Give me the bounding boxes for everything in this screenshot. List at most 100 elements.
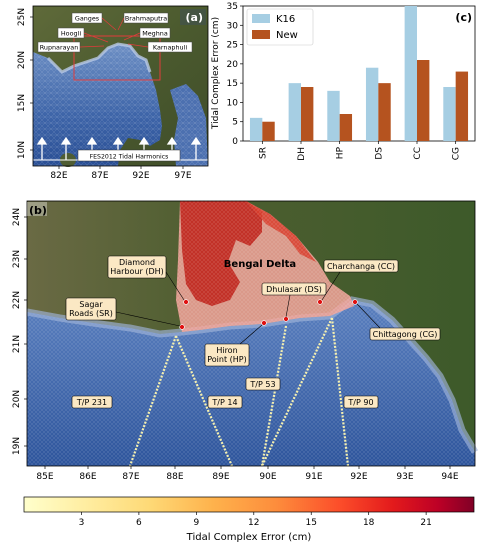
panel-b-y-axis: 24N 23N 22N 21N 20N 19N bbox=[12, 208, 27, 455]
x-tick-label-85e: 85E bbox=[36, 472, 53, 482]
panel-a-label: (a) bbox=[186, 11, 203, 24]
x-tick-label-dh: DH bbox=[297, 147, 307, 161]
x-tick-label-hp: HP bbox=[336, 146, 346, 159]
track-label-53: T/P 53 bbox=[249, 380, 275, 389]
bar-k16-cc bbox=[404, 6, 417, 141]
zoom-region-box bbox=[73, 35, 161, 81]
station-label-ds: Dhulasar (DS) bbox=[266, 285, 322, 294]
river-label-rupnarayan: Rupnarayan bbox=[40, 44, 79, 52]
panel-a-xtick-92e: 92E bbox=[132, 171, 149, 181]
colorbar-tick-label: 18 bbox=[363, 518, 375, 528]
panel-a-xtick-87e: 87E bbox=[91, 171, 108, 181]
x-tick-label-94e: 94E bbox=[441, 472, 458, 482]
bar-new-dh bbox=[301, 87, 314, 141]
station-labels: Diamond Harbour (DH) Sagar Roads (SR) Hiro… bbox=[65, 255, 441, 367]
panel-b: Bengal Delta Diamond Harbour (DH) Sagar Ro… bbox=[12, 200, 479, 482]
track-label-231: T/P 231 bbox=[76, 398, 107, 407]
station-label-dh: Diamond Harbour (DH) bbox=[110, 258, 164, 276]
colorbar-tick-label: 6 bbox=[136, 518, 142, 528]
y-tick-label-23n: 23N bbox=[12, 250, 22, 268]
colorbar-tick-label: 21 bbox=[420, 518, 431, 528]
river-label-brahmaputra: Brahmaputra bbox=[125, 15, 167, 23]
panel-c-x-axis: SR DH HP DS CC CG bbox=[258, 141, 462, 161]
river-label-hoogli: Hoogli bbox=[61, 30, 81, 38]
panel-a-ytick-10n: 10N bbox=[17, 141, 27, 159]
colorbar-gradient bbox=[23, 496, 475, 513]
station-label-sr: Sagar Roads (SR) bbox=[69, 300, 113, 318]
station-label-hp: Hiron Point (HP) bbox=[207, 346, 247, 364]
x-tick-label-91e: 91E bbox=[305, 472, 322, 482]
legend-swatch-new bbox=[252, 30, 270, 39]
bar-k16-ds bbox=[365, 67, 379, 141]
bar-new-ds bbox=[378, 83, 391, 141]
panel-a-ytick-25n: 25N bbox=[17, 8, 27, 26]
bar-k16-hp bbox=[327, 90, 340, 141]
bar-new-hp bbox=[339, 114, 353, 141]
bengal-delta-label: Bengal Delta bbox=[224, 259, 296, 270]
y-tick-label-19n: 19N bbox=[12, 437, 22, 455]
panel-c-bar-chart: 0 5 10 15 20 25 30 35 SR DH HP DS CC CG Tidal Comple… bbox=[211, 2, 476, 161]
y-tick-label: 30 bbox=[227, 21, 239, 31]
y-tick-label: 10 bbox=[227, 98, 239, 108]
panel-c-legend: K16 New bbox=[246, 8, 314, 46]
colorbar-ticks: 3 6 9 12 15 18 21 bbox=[79, 512, 432, 528]
colorbar: 3 6 9 12 15 18 21 Tidal Complex Error (cm) bbox=[23, 496, 475, 543]
x-tick-label-sr: SR bbox=[258, 147, 268, 159]
station-label-cc: Charchanga (CC) bbox=[327, 262, 395, 271]
x-tick-label-87e: 87E bbox=[122, 472, 139, 482]
legend-swatch-k16 bbox=[252, 14, 270, 23]
panel-a-ytick-20n: 20N bbox=[17, 51, 27, 69]
bar-k16-dh bbox=[288, 83, 301, 141]
panel-a-xtick-97e: 97E bbox=[174, 171, 191, 181]
fes-boundary-label: FES2012 Tidal Harmonics bbox=[90, 154, 169, 161]
y-tick-label: 0 bbox=[232, 137, 238, 147]
bar-new-cc bbox=[417, 60, 430, 141]
panel-c-y-axis: 0 5 10 15 20 25 30 35 bbox=[227, 2, 243, 147]
track-label-90: T/P 90 bbox=[347, 398, 373, 407]
bar-k16-sr bbox=[249, 117, 263, 141]
legend-label-new: New bbox=[276, 30, 298, 41]
y-tick-label-24n: 24N bbox=[12, 208, 22, 226]
y-tick-label: 20 bbox=[227, 60, 239, 70]
panel-a-xtick-82e: 82E bbox=[50, 171, 67, 181]
panel-c-bars bbox=[249, 6, 469, 141]
station-label-cg: Chittagong (CG) bbox=[373, 330, 438, 339]
colorbar-tick-label: 3 bbox=[79, 518, 85, 528]
x-tick-label-92e: 92E bbox=[350, 472, 367, 482]
y-tick-label-20n: 20N bbox=[12, 390, 22, 408]
panel-c-label: (c) bbox=[455, 11, 472, 24]
panel-a: FES2012 Tidal Harmonics Ganges Brahmaput… bbox=[17, 5, 209, 181]
x-tick-label-88e: 88E bbox=[166, 472, 183, 482]
x-tick-label-90e: 90E bbox=[259, 472, 276, 482]
legend-label-k16: K16 bbox=[276, 14, 295, 25]
colorbar-tick-label: 15 bbox=[306, 518, 317, 528]
y-tick-label-21n: 21N bbox=[12, 335, 22, 353]
station-markers bbox=[179, 299, 358, 330]
river-label-karnaphuli: Karnaphuli bbox=[153, 44, 187, 52]
y-tick-label: 35 bbox=[227, 2, 238, 12]
panel-b-label: (b) bbox=[29, 204, 47, 217]
colorbar-tick-label: 9 bbox=[193, 518, 199, 528]
panel-b-x-axis: 85E 86E 87E 88E 89E 90E 91E 92E 93E 94E bbox=[36, 466, 459, 482]
panel-c-ylabel: Tidal Complex Error (cm) bbox=[211, 17, 221, 130]
x-tick-label-cc: CC bbox=[413, 147, 423, 160]
x-tick-label-ds: DS bbox=[374, 147, 384, 160]
x-tick-label-86e: 86E bbox=[79, 472, 96, 482]
colorbar-label: Tidal Complex Error (cm) bbox=[186, 532, 312, 543]
y-tick-label: 25 bbox=[227, 41, 238, 51]
x-tick-label-89e: 89E bbox=[212, 472, 229, 482]
river-label-meghna: Meghna bbox=[142, 30, 168, 38]
y-tick-label: 5 bbox=[232, 118, 238, 128]
x-tick-label-cg: CG bbox=[452, 147, 462, 160]
x-tick-label-93e: 93E bbox=[396, 472, 413, 482]
altimetry-tracks bbox=[128, 317, 350, 467]
y-tick-label: 15 bbox=[227, 79, 238, 89]
colorbar-tick-label: 12 bbox=[248, 518, 259, 528]
track-labels: T/P 231 T/P 14 T/P 53 T/P 90 bbox=[71, 377, 379, 409]
bar-new-sr bbox=[262, 121, 275, 141]
panel-a-ytick-15n: 15N bbox=[17, 94, 27, 112]
bar-k16-cg bbox=[443, 87, 456, 141]
bar-new-cg bbox=[455, 71, 469, 141]
y-tick-label-22n: 22N bbox=[12, 291, 22, 309]
track-label-14: T/P 14 bbox=[211, 398, 237, 407]
